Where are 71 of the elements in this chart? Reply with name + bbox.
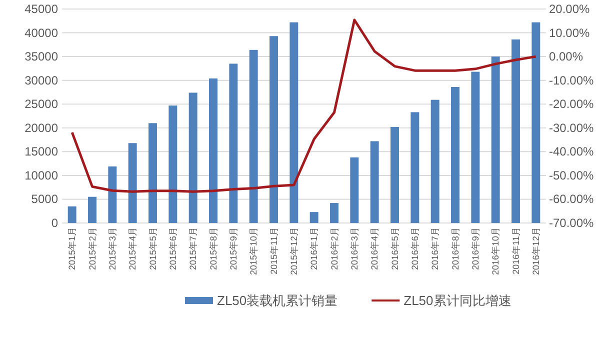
bar	[270, 36, 278, 223]
y2-tick-label: -50.00%	[549, 168, 594, 182]
bar	[310, 212, 318, 223]
x-tick-label: 2016年11月	[510, 227, 521, 274]
x-tick-label: 2015年10月	[248, 227, 259, 276]
bar	[188, 92, 198, 223]
x-tick-label: 2015年12月	[288, 227, 299, 276]
x-tick-label: 2015年3月	[107, 227, 118, 270]
bar	[88, 196, 96, 223]
y2-tick-label: -60.00%	[549, 192, 594, 206]
line-series	[70, 18, 538, 193]
y2-tick-label: 20.00%	[549, 2, 590, 16]
x-tick-label: 2016年9月	[470, 227, 480, 270]
x-tick-label: 2015年5月	[148, 227, 158, 270]
bar	[430, 100, 440, 223]
y-tick-label: 35000	[24, 50, 58, 64]
x-tick-label: 2015年8月	[208, 227, 218, 270]
y2-tick-label: -70.00%	[549, 216, 594, 230]
x-tick-label: 2016年10月	[490, 227, 501, 276]
bar	[390, 126, 399, 223]
bar	[330, 203, 338, 223]
x-tick-label: 2015年2月	[87, 227, 98, 270]
x-tick-label: 2016年8月	[450, 227, 460, 270]
bar	[410, 112, 420, 223]
legend-label: ZL50累计同比增速	[404, 293, 512, 308]
y-tick-label: 15000	[24, 144, 58, 159]
y-tick-label: 10000	[24, 168, 58, 182]
y2-tick-label: -40.00%	[549, 144, 594, 159]
legend-label: ZL50装载机累计销量	[217, 293, 338, 308]
bar	[209, 78, 218, 223]
x-tick-label: 2016年4月	[370, 227, 380, 270]
bar	[68, 206, 76, 223]
x-tick-label: 2016年3月	[349, 227, 360, 270]
y-tick-label: 25000	[24, 97, 58, 112]
bar	[229, 64, 238, 223]
bar	[512, 39, 520, 223]
bar	[168, 106, 178, 223]
x-tick-label: 2016年6月	[410, 227, 420, 270]
x-tick-label: 2016年1月	[309, 227, 320, 270]
y-tick-label: 45000	[24, 2, 58, 16]
bar	[532, 22, 540, 223]
y2-tick-label: 10.00%	[549, 26, 590, 40]
x-tick-label: 2016年7月	[430, 227, 440, 270]
x-tick-label: 2015年11月	[268, 227, 279, 274]
y-tick-label: 20000	[24, 120, 58, 135]
y-tick-label: 0	[51, 216, 58, 230]
bar	[491, 56, 500, 223]
x-tick-label: 2015年4月	[128, 227, 138, 270]
bar	[128, 143, 137, 223]
bar	[451, 86, 460, 223]
y2-tick-label: 0.00%	[549, 50, 584, 64]
x-tick-label: 2015年9月	[228, 227, 238, 270]
bar	[108, 166, 117, 223]
bar	[350, 157, 359, 223]
y2-tick-label: -10.00%	[549, 73, 594, 88]
bar	[249, 50, 258, 223]
x-tick-label: 2016年5月	[390, 227, 400, 270]
bar	[471, 72, 480, 223]
bar	[370, 141, 379, 223]
x-tick-label: 2016年12月	[530, 227, 541, 276]
y2-tick-label: -20.00%	[549, 97, 594, 112]
x-tick-label: 2015年6月	[168, 227, 178, 270]
x-tick-label: 2015年1月	[67, 227, 78, 270]
x-tick-label: 2015年7月	[188, 227, 198, 270]
y2-tick-label: -30.00%	[549, 120, 594, 135]
y-tick-label: 30000	[24, 73, 58, 88]
x-tick-label: 2016年2月	[329, 227, 340, 270]
y-tick-label: 40000	[24, 26, 58, 40]
bar	[148, 123, 157, 223]
y-tick-label: 5000	[31, 192, 58, 206]
bar	[290, 22, 298, 223]
